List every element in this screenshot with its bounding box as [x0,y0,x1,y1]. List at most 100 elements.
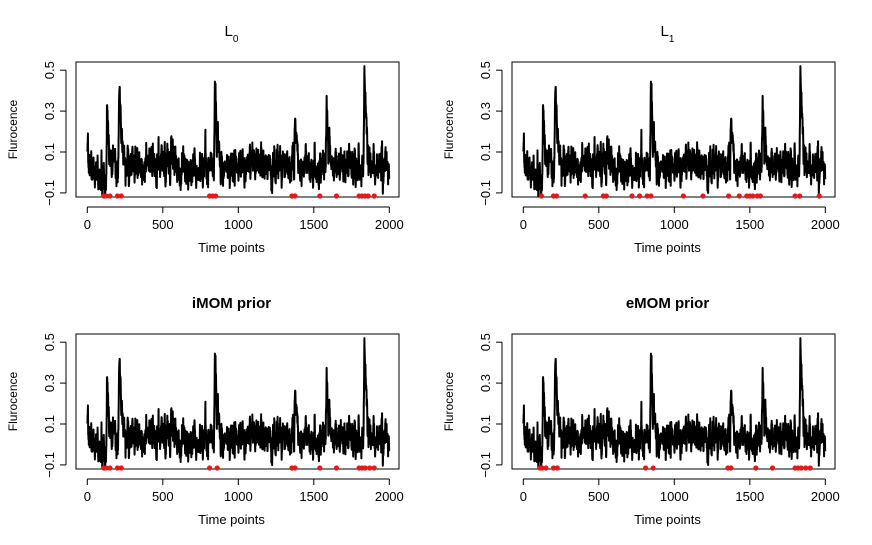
plot-frame [75,61,400,198]
x-axis-label: Time points [634,512,701,527]
changepoint-marker [680,193,686,199]
changepoint-marker [365,193,371,199]
changepoint-marker [792,193,798,199]
y-tick-label: −0.1 [42,452,57,478]
changepoint-marker [750,193,756,199]
plot-frame [511,61,836,198]
x-tick-label: 500 [152,217,174,232]
changepoint-marker [114,465,121,471]
changepoint-marker [753,465,759,471]
changepoint-marker [118,193,124,199]
changepoint-marker [803,465,809,471]
y-tick-label: 0.3 [478,374,493,392]
y-tick-label: −0.1 [478,180,493,206]
changepoint-marker [629,193,635,199]
changepoint-marker [816,193,822,199]
changepoint-marker [539,465,545,471]
y-tick-label: 0.1 [42,143,57,161]
y-axis-label: Flurocence [442,100,456,160]
changepoint-marker [582,193,588,199]
changepoint-marker [317,465,323,471]
y-tick-label: 0.3 [478,102,493,120]
changepoint-marker [371,193,377,199]
x-axis-label: Time points [198,512,265,527]
chart-title: iMOM prior [192,295,271,312]
y-tick-label: 0.5 [478,333,493,351]
x-tick-label: 2000 [375,489,404,504]
changepoint-marker [648,193,654,199]
changepoint-marker [107,193,113,199]
changepoint-marker [726,193,732,199]
x-tick-label: 1000 [224,489,253,504]
y-tick-label: 0.1 [42,415,57,433]
changepoint-marker [798,465,804,471]
x-tick-label: 500 [588,217,610,232]
x-tick-label: 0 [520,489,527,504]
series-line [86,337,391,469]
x-tick-label: 1000 [224,217,253,232]
changepoint-marker [644,193,650,199]
panel-top-left: L0 0 500 1000 1500 2000 Time points −0.1 0.1 0.3 0… [6,23,404,255]
changepoint-marker [769,465,776,471]
changepoint-marker [371,465,377,471]
x-tick-label: 500 [588,489,610,504]
changepoint-marker [213,193,219,199]
changepoint-marker [362,465,368,471]
x-tick-label: 500 [152,489,174,504]
y-tick-label: −0.1 [42,180,57,206]
changepoint-marker [757,193,763,199]
y-tick-label: 0.5 [42,61,57,79]
y-tick-label: 0.3 [42,374,57,392]
changepoint-marker [807,465,813,471]
x-tick-label: 1500 [735,489,764,504]
changepoint-marker [650,465,656,471]
changepoint-marker [553,193,560,199]
x-tick-label: 1500 [299,217,328,232]
x-tick-label: 2000 [811,217,840,232]
x-axis-label: Time points [198,240,265,255]
x-tick-label: 1000 [660,217,689,232]
changepoint-marker [643,465,649,471]
changepoint-marker [333,193,340,199]
x-tick-label: 1000 [660,489,689,504]
changepoint-marker [107,465,113,471]
changepoint-marker [700,193,706,199]
y-tick-label: −0.1 [478,452,493,478]
changepoint-marker [367,465,373,471]
y-axis-label: Flurocence [442,372,456,432]
x-tick-label: 1500 [735,217,764,232]
panel-bottom-right: eMOM prior 0 500 1000 1500 2000 Time points −0.… [442,295,840,527]
changepoint-marker [214,465,220,471]
changepoint-marker [292,193,298,199]
changepoint-marker [118,465,124,471]
y-axis-label: Flurocence [6,100,20,160]
chart-title: L1 [661,23,675,45]
changepoint-marker [207,465,213,471]
chart-title: eMOM prior [626,295,709,312]
x-axis-label: Time points [634,240,701,255]
changepoint-marker [114,193,121,199]
series-line [522,337,827,469]
changepoint-marker [543,465,549,471]
x-tick-label: 0 [520,217,527,232]
changepoint-marker [736,193,742,199]
x-tick-label: 1500 [299,489,328,504]
changepoint-marker [554,465,560,471]
y-tick-label: 0.5 [478,61,493,79]
y-tick-label: 0.3 [42,102,57,120]
panel-top-right: L1 0 500 1000 1500 2000 Time points −0.1 0.1 0.3 0… [442,23,840,255]
changepoint-marker [538,193,545,199]
changepoint-marker [636,193,643,199]
changepoint-marker [603,193,609,199]
y-tick-label: 0.1 [478,415,493,433]
x-tick-label: 2000 [375,217,404,232]
panel-bottom-left: iMOM prior 0 500 1000 1500 2000 Time points −0.… [6,295,404,527]
changepoint-marker [728,465,734,471]
changepoint-marker [797,193,803,199]
series-line [522,65,827,197]
plot-frame [511,333,836,470]
changepoint-marker [103,193,109,199]
changepoint-marker [103,465,109,471]
changepoint-marker [317,193,323,199]
